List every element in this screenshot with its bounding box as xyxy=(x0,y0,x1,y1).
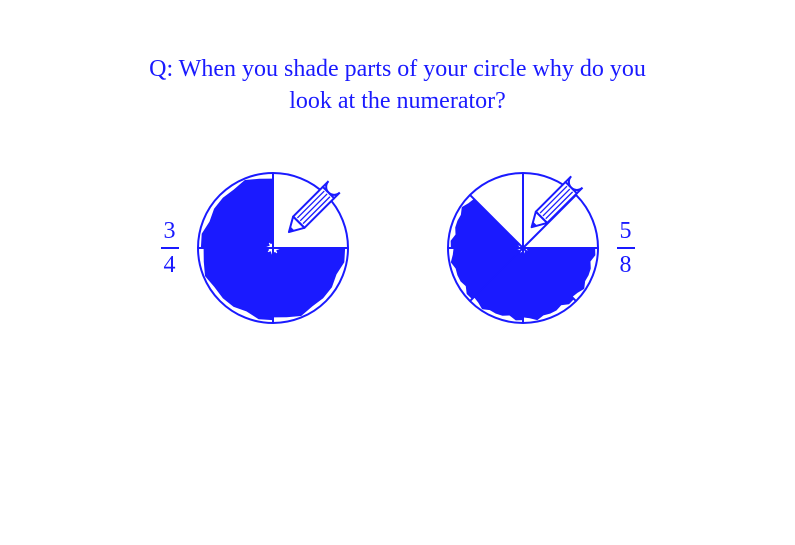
pie-left xyxy=(193,168,353,328)
figure-right: 5 8 xyxy=(443,168,635,328)
fraction-right-bar xyxy=(617,247,635,249)
question-line-1: Q: When you shade parts of your circle w… xyxy=(0,53,795,85)
pencil-icon xyxy=(531,176,582,227)
fraction-right-denominator: 8 xyxy=(620,252,632,278)
fraction-left-numerator: 3 xyxy=(164,218,176,244)
figure-left: 3 4 xyxy=(161,168,353,328)
question-line-2: look at the numerator? xyxy=(0,85,795,117)
question-text: Q: When you shade parts of your circle w… xyxy=(0,53,795,118)
fraction-right: 5 8 xyxy=(617,218,635,278)
pie-right-wrap xyxy=(443,168,603,328)
pie-right xyxy=(443,168,603,328)
figures-row: 3 4 5 8 xyxy=(0,168,795,328)
fraction-right-numerator: 5 xyxy=(620,218,632,244)
pie-left-wrap xyxy=(193,168,353,328)
fraction-left: 3 4 xyxy=(161,218,179,278)
pencil-icon xyxy=(288,181,339,232)
fraction-left-bar xyxy=(161,247,179,249)
fraction-left-denominator: 4 xyxy=(164,252,176,278)
